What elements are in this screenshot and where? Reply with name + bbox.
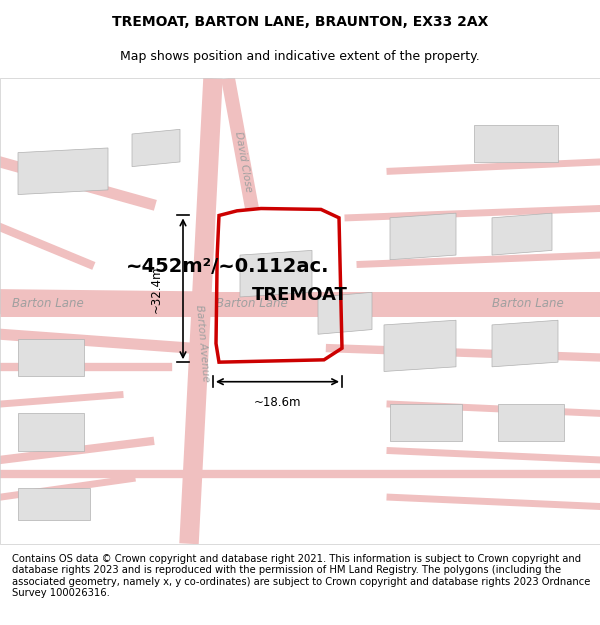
Polygon shape [132,129,180,167]
Polygon shape [498,404,564,441]
Text: Barton Lane: Barton Lane [492,298,564,311]
Polygon shape [390,404,462,441]
Text: TREMOAT: TREMOAT [252,286,348,304]
Polygon shape [18,488,90,521]
Polygon shape [18,413,84,451]
Polygon shape [492,320,558,367]
Polygon shape [390,213,456,260]
Text: David Close: David Close [233,131,253,193]
Text: TREMOAT, BARTON LANE, BRAUNTON, EX33 2AX: TREMOAT, BARTON LANE, BRAUNTON, EX33 2AX [112,15,488,29]
Text: ~452m²/~0.112ac.: ~452m²/~0.112ac. [126,258,330,276]
Text: Contains OS data © Crown copyright and database right 2021. This information is : Contains OS data © Crown copyright and d… [12,554,590,598]
Text: Barton Lane: Barton Lane [12,298,84,311]
Polygon shape [474,125,558,162]
Text: Barton Lane: Barton Lane [216,298,288,311]
Text: Barton Avenue: Barton Avenue [194,304,211,382]
Polygon shape [18,148,108,194]
Polygon shape [240,251,312,297]
Polygon shape [18,339,84,376]
Polygon shape [384,320,456,371]
Text: ~32.4m: ~32.4m [149,265,163,312]
Polygon shape [318,292,372,334]
Polygon shape [492,213,552,255]
Text: ~18.6m: ~18.6m [254,396,301,409]
Text: Map shows position and indicative extent of the property.: Map shows position and indicative extent… [120,50,480,62]
